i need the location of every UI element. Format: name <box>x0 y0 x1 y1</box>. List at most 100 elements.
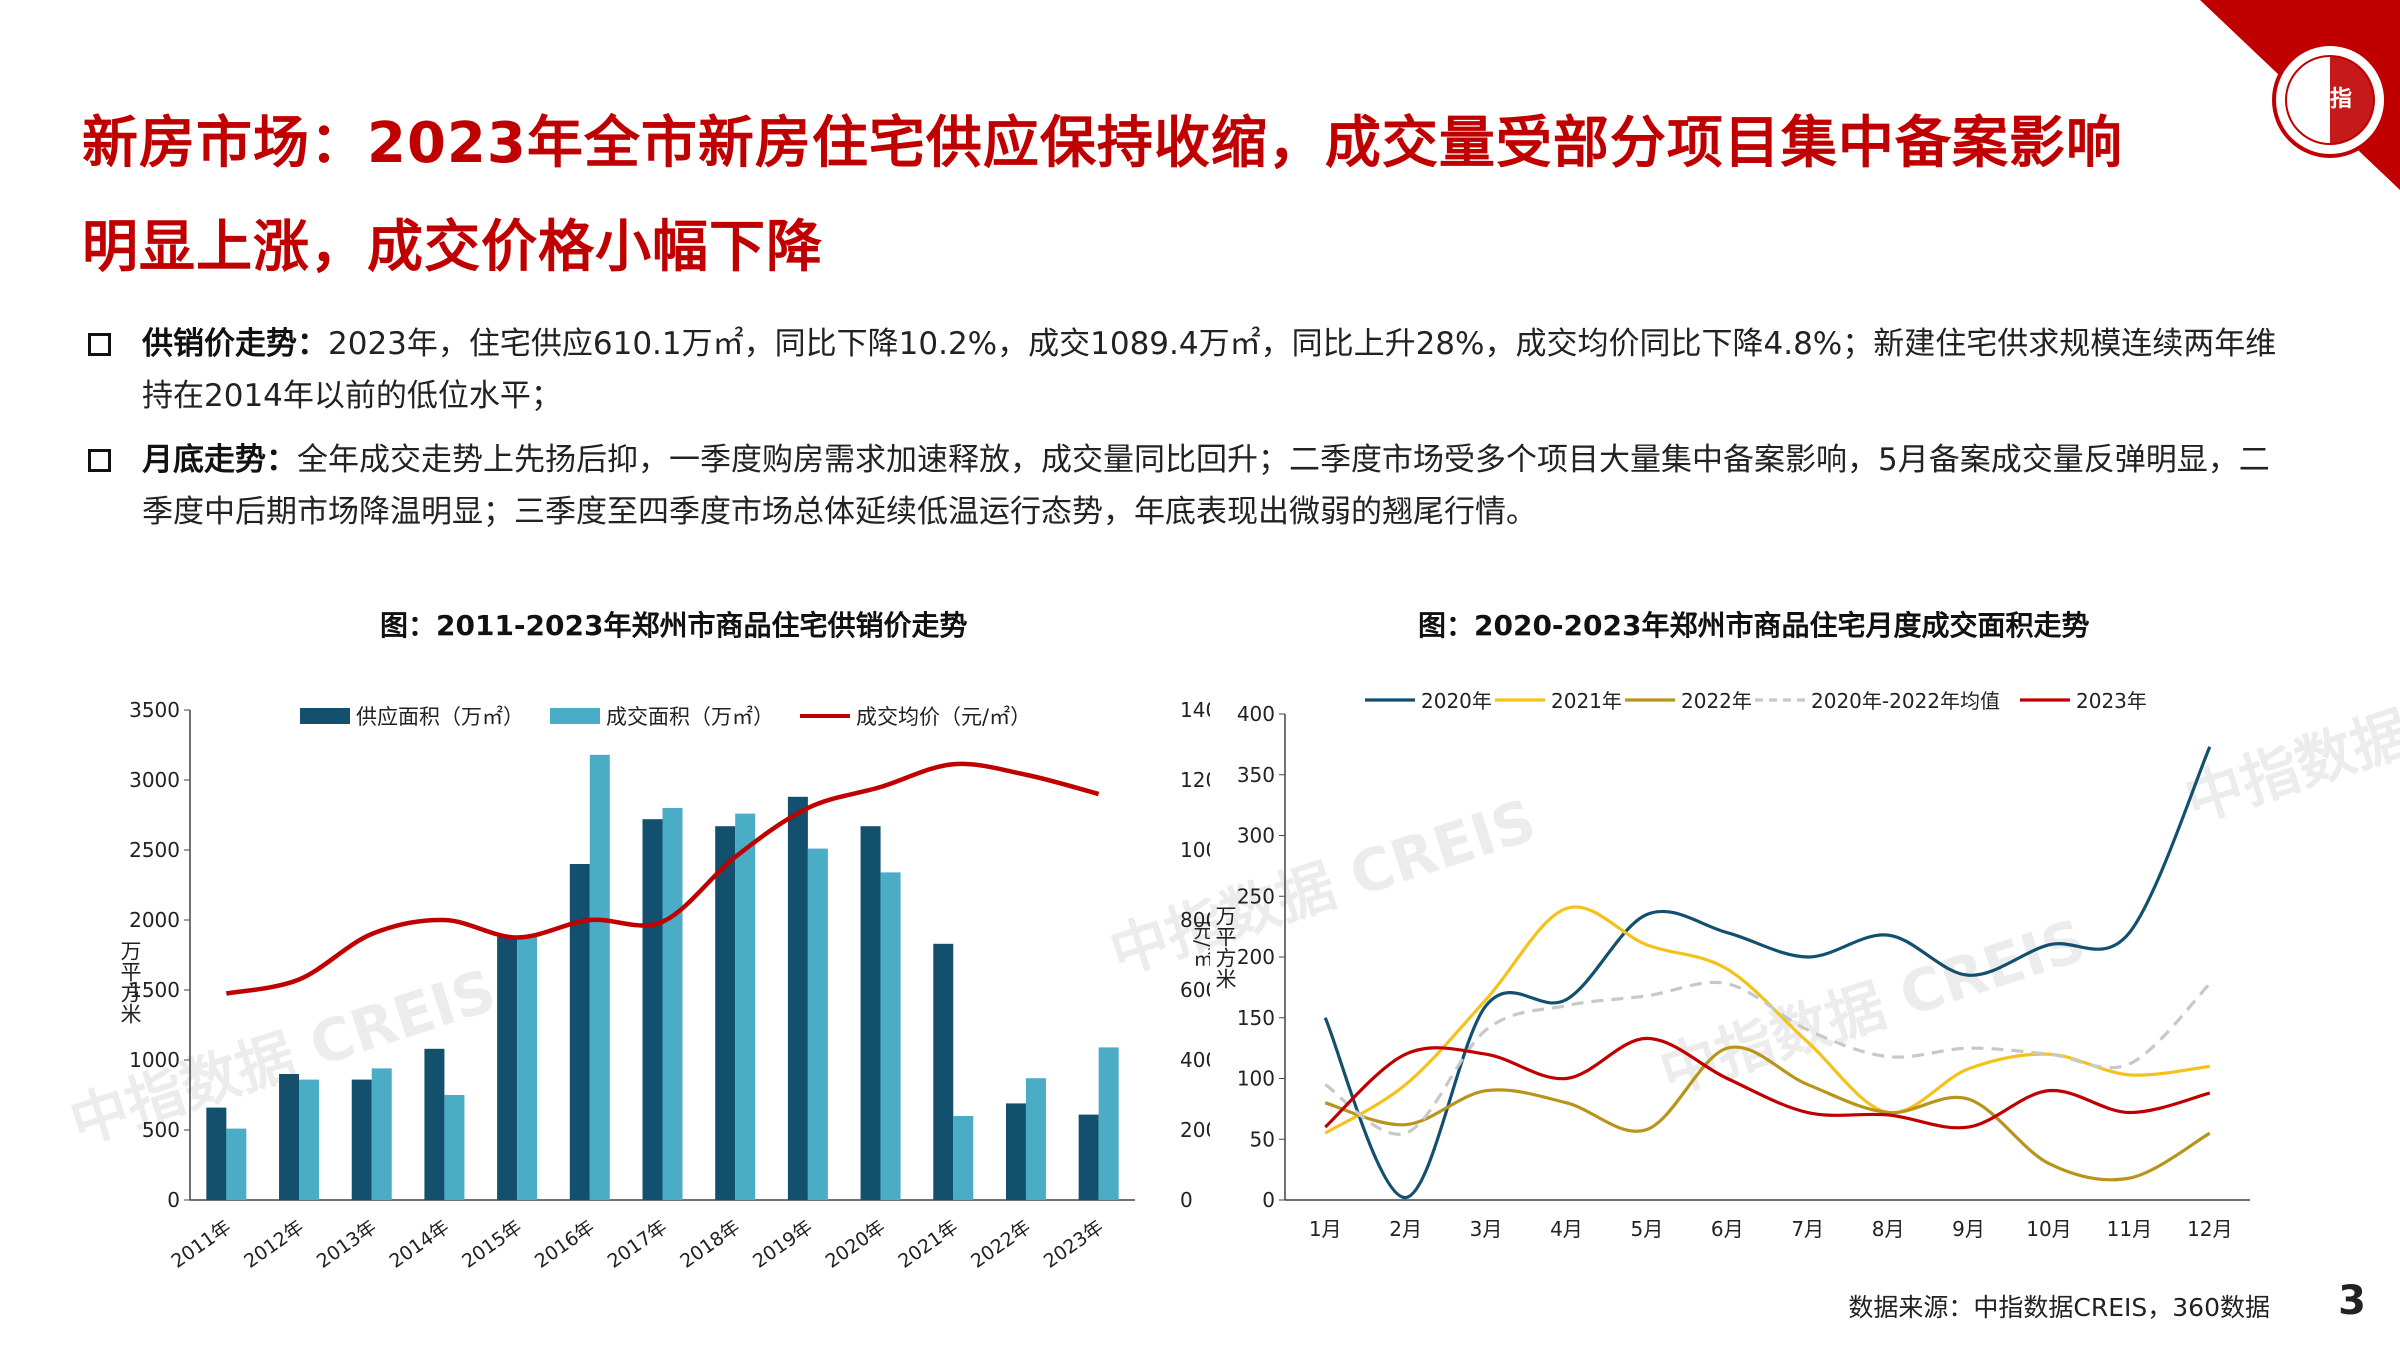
x-tick-label: 2017年 <box>604 1216 672 1273</box>
y-axis-label: 万平方米 <box>1213 905 1237 989</box>
bullet-head: 月底走势： <box>142 442 297 478</box>
bar-sales <box>953 1116 974 1200</box>
x-tick-label: 2023年 <box>1040 1216 1108 1273</box>
bar-sales <box>371 1068 392 1200</box>
page-title: 新房市场：2023年全市新房住宅供应保持收缩，成交量受部分项目集中备案影响明显上… <box>82 111 2123 280</box>
supply-sales-price-chart: 0 500 1000 1500 2000 2500 3000 3500 0 2000 4000 600… <box>118 698 1210 1273</box>
page-number: 3 <box>2338 1278 2366 1324</box>
y-tick-label: 50 <box>1250 1127 1275 1151</box>
legend-swatch <box>550 708 600 724</box>
bar-supply <box>860 826 881 1200</box>
y-tick-label-right: 0 <box>1180 1188 1193 1212</box>
bar-supply <box>1005 1103 1026 1200</box>
y-tick-label-left: 3500 <box>129 698 180 722</box>
y-tick-label-right: 2000 <box>1180 1118 1210 1142</box>
series-line-3 <box>1324 980 2211 1136</box>
chart-title-supply: 图：2011-2023年郑州市商品住宅供销价走势 <box>380 609 968 642</box>
legend-label: 成交面积（万㎡） <box>606 705 774 729</box>
bar-sales <box>444 1095 465 1200</box>
bar-sales <box>589 754 610 1200</box>
y-tick-label: 150 <box>1237 1006 1275 1030</box>
x-tick-label: 2013年 <box>313 1216 381 1273</box>
bullet-head: 供销价走势： <box>142 326 328 362</box>
x-tick-label: 8月 <box>1872 1217 1905 1241</box>
x-tick-label: 2018年 <box>676 1216 744 1273</box>
y-tick-label: 200 <box>1237 945 1275 969</box>
bar-supply <box>279 1074 300 1200</box>
bar-sales <box>1025 1078 1046 1200</box>
y-tick-label: 400 <box>1237 702 1275 726</box>
bar-sales <box>1098 1047 1119 1200</box>
legend-label: 2021年 <box>1551 689 1622 713</box>
x-tick-label: 2011年 <box>167 1216 235 1273</box>
x-tick-label: 9月 <box>1952 1217 1985 1241</box>
x-tick-label: 2021年 <box>894 1216 962 1273</box>
bar-sales <box>299 1079 320 1200</box>
y-tick-label-left: 1000 <box>129 1048 180 1072</box>
y-tick-label-right: 10000 <box>1180 838 1210 862</box>
series-line-0 <box>1323 746 2212 1200</box>
y-tick-label: 350 <box>1237 763 1275 787</box>
bar-supply <box>424 1048 445 1200</box>
bar-sales <box>807 848 828 1200</box>
y-tick-label-right: 14000 <box>1180 698 1210 722</box>
x-tick-label: 4月 <box>1550 1217 1583 1241</box>
chart-title-monthly: 图：2020-2023年郑州市商品住宅月度成交面积走势 <box>1418 609 2090 642</box>
x-tick-label: 12月 <box>2187 1217 2232 1241</box>
y-tick-label-left: 2500 <box>129 838 180 862</box>
y-tick-label-right: 6000 <box>1180 978 1210 1002</box>
series-line-4 <box>1324 1036 2211 1130</box>
bar-sales <box>880 872 901 1200</box>
bar-supply <box>787 796 808 1200</box>
bar-supply <box>497 936 518 1200</box>
bar-supply <box>351 1079 372 1200</box>
x-tick-label: 2014年 <box>385 1216 453 1273</box>
legend-label: 2020年-2022年均值 <box>1811 689 2000 713</box>
legend-swatch <box>300 708 350 724</box>
bullet-list: 供销价走势：2023年，住宅供应610.1万㎡，同比下降10.2%，成交1089… <box>82 318 2282 550</box>
y-tick-label: 100 <box>1237 1067 1275 1091</box>
data-source: 数据来源：中指数据CREIS，360数据 <box>1848 1293 2270 1322</box>
x-tick-label: 1月 <box>1309 1217 1342 1241</box>
y-axis-label-right: 元/㎡ <box>1190 920 1210 967</box>
bar-supply <box>933 943 954 1200</box>
x-tick-label: 2022年 <box>967 1216 1035 1273</box>
x-tick-label: 6月 <box>1711 1217 1744 1241</box>
y-tick-label: 0 <box>1262 1188 1275 1212</box>
series-line-1 <box>1324 905 2210 1135</box>
bar-sales <box>226 1128 247 1200</box>
y-tick-label-left: 3000 <box>129 768 180 792</box>
x-tick-label: 3月 <box>1470 1217 1503 1241</box>
x-tick-label: 5月 <box>1631 1217 1664 1241</box>
corner-logo: 中指 <box>2200 0 2400 190</box>
bar-sales <box>517 936 538 1200</box>
x-tick-label: 11月 <box>2107 1217 2152 1241</box>
series-line-2 <box>1324 1045 2211 1182</box>
bar-supply <box>569 864 590 1200</box>
legend-label: 2022年 <box>1681 689 1752 713</box>
legend-label: 成交均价（元/㎡） <box>856 705 1031 729</box>
y-tick-label: 250 <box>1237 884 1275 908</box>
bar-supply <box>715 826 736 1200</box>
bullet-text: 2023年，住宅供应610.1万㎡，同比下降10.2%，成交1089.4万㎡，同… <box>142 326 2277 414</box>
legend-label: 供应面积（万㎡） <box>356 705 524 729</box>
logo-text: 中指 <box>2308 87 2352 112</box>
y-tick-label-left: 500 <box>142 1118 180 1142</box>
y-tick-label: 300 <box>1237 824 1275 848</box>
legend-label: 2020年 <box>1421 689 1492 713</box>
bar-supply <box>1078 1114 1099 1200</box>
bullet-item: 月底走势：全年成交走势上先扬后抑，一季度购房需求加速释放，成交量同比回升；二季度… <box>82 434 2282 538</box>
y-axis-label-left: 万平方米 <box>118 940 142 1024</box>
bar-sales <box>735 813 756 1200</box>
series-line-price <box>225 761 1100 996</box>
square-bullet-icon <box>88 333 111 356</box>
x-tick-label: 10月 <box>2026 1217 2071 1241</box>
y-tick-label-right: 12000 <box>1180 768 1210 792</box>
square-bullet-icon <box>88 449 111 472</box>
bar-sales <box>662 808 683 1200</box>
bullet-item: 供销价走势：2023年，住宅供应610.1万㎡，同比下降10.2%，成交1089… <box>82 318 2282 422</box>
y-tick-label-left: 0 <box>167 1188 180 1212</box>
x-tick-label: 2月 <box>1389 1217 1422 1241</box>
x-tick-label: 2020年 <box>822 1216 890 1273</box>
x-tick-label: 7月 <box>1791 1217 1824 1241</box>
